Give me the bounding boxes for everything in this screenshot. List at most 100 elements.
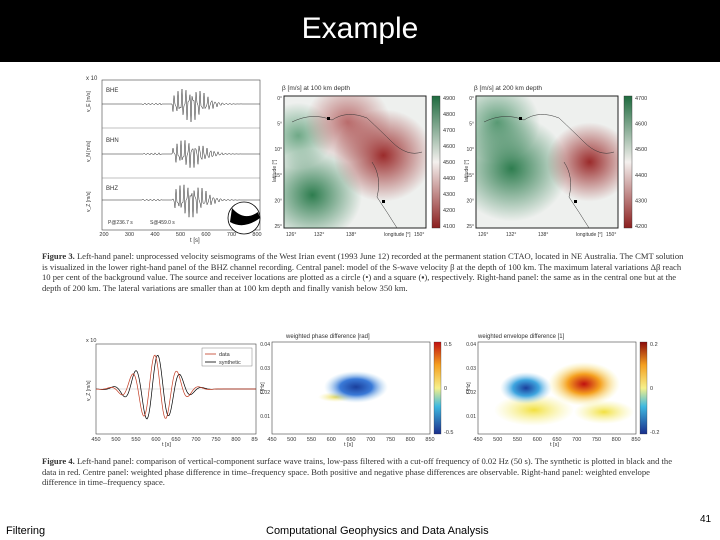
wave-xtick: 500 [111,437,120,443]
trace-xtick: 700 [227,232,236,238]
wave-ylabel: v_Z [m/s] [86,380,92,401]
env-colorbar-label: -0.2 [650,430,659,436]
map1-ytick: 10° [274,147,282,153]
map2-xtick: 150° [606,232,616,238]
map2-colorbar-label: 4500 [635,147,647,153]
env-xtick: 450 [473,437,482,443]
map2-colorbar-label: 4700 [635,96,647,102]
seismogram-traces-panel: x 10 BHE BHN BHZ v_E [m/s] v_N [m/s] v_Z… [84,72,270,244]
env-ytick: 0.02 [466,390,476,396]
map2-xtick: 138° [538,232,548,238]
phase-ytick: 0.01 [260,414,270,420]
figure3-caption-lead: Figure 3. [42,251,75,261]
map2-colorbar [623,95,633,229]
map2-colorbar-label: 4600 [635,122,647,128]
phase-difference-panel: weighted phase difference [rad] 0.5 0 -0.5… [258,330,464,448]
map1-colorbar-labels: 4900 4800 4700 4600 4500 4400 4300 4200 4100 [443,96,455,230]
phase-xlabel: t [s] [344,442,353,448]
env-ytick: 0.03 [466,366,476,372]
map2-colorbar-label: 4400 [635,173,647,179]
map2-ytick: 0° [469,96,474,102]
trace-xtick: 500 [176,232,185,238]
map1-colorbar-label: 4800 [443,112,455,118]
trace-xticks: 200 300 400 500 600 700 800 [99,232,261,238]
wave-xtick: 550 [131,437,140,443]
map1-ytick: 15° [274,173,282,179]
envelope-xticks: 450 500 550 600 650 700 750 800 850 [473,437,640,443]
trace-label-bhz: BHZ [106,186,118,192]
phase-xtick: 550 [307,437,316,443]
phase-colorbar-label: 0.5 [444,342,452,348]
trace-label-bhn: BHN [106,138,119,144]
map2-xtick: 126° [478,232,488,238]
figure3-caption-text: Left-hand panel: unprocessed velocity se… [42,251,684,293]
phase-title: weighted phase difference [rad] [285,334,370,340]
phase-xtick: 850 [425,437,434,443]
env-xtick: 650 [552,437,561,443]
phase-colorbar-label: -0.5 [444,430,453,436]
map2-ytick: 5° [469,122,474,128]
figure3-caption: Figure 3. Left-hand panel: unprocessed v… [42,251,684,293]
wave-xlabel: t [s] [162,442,171,448]
s-arrival-label: S@459.0 s [150,220,175,226]
wave-xtick: 850 [251,437,258,443]
trace-bhz [102,184,260,218]
p-arrival-label: P@236.7 s [108,220,133,226]
phase-xtick: 600 [327,437,336,443]
title-bar: Example [0,0,720,62]
phase-colorbar-label: 0 [444,386,447,392]
wave-legend [201,347,253,367]
map1-colorbar [431,95,441,229]
env-xtick: 800 [612,437,621,443]
map1-ylabel: latitude [°] [272,159,278,182]
map2-colorbar-label: 4200 [635,224,647,230]
beachball-icon [227,201,261,235]
envelope-yticks: 0.04 0.03 0.02 0.01 [466,342,476,420]
wave-exponent: x 10 [86,338,96,344]
env-xtick: 700 [572,437,581,443]
env-xtick: 850 [631,437,640,443]
map2-colorbar-label: 4300 [635,198,647,204]
trace-xlabel: t [s] [190,238,200,244]
page-number: 41 [700,514,712,525]
trace-xtick: 200 [99,232,108,238]
map1-xtick: 126° [286,232,296,238]
map1-xtick: longitude [°] [384,232,411,238]
trace-bhe [102,88,260,122]
phase-xtick: 500 [287,437,296,443]
phase-xtick: 800 [406,437,415,443]
phase-xtick: 450 [267,437,276,443]
map2-ytick: 20° [466,198,474,204]
wave-xtick: 750 [211,437,220,443]
map1-ytick: 5° [277,122,282,128]
map1-xticks: 126° 132° 138° longitude [°] 150° [286,232,424,238]
map2-colorbar-labels: 4700 4600 4500 4400 4300 4200 [635,96,647,230]
map1-colorbar-label: 4100 [443,224,455,230]
map1-colorbar-label: 4900 [443,96,455,102]
map1-xtick: 138° [346,232,356,238]
figure4-caption: Figure 4. Left-hand panel: comparison of… [42,456,684,488]
trace-xtick: 600 [201,232,210,238]
map2-ylabel: latitude [°] [464,159,470,182]
envelope-xlabel: t [s] [550,442,559,448]
envelope-colorbar-labels: 0.2 0 -0.2 [650,342,659,436]
env-xtick: 500 [493,437,502,443]
trace-ylabel-z: v_Z [m/s] [86,191,92,212]
env-colorbar-label: 0.2 [650,342,658,348]
trace-ylabel-n: v_N [m/s] [86,140,92,162]
trace-exponent: x 10 [86,76,98,82]
velocity-map-200km: β [m/s] at 200 km depth 4700 4600 4500 4400… [464,82,656,244]
trace-xtick: 400 [150,232,159,238]
phase-xtick: 750 [386,437,395,443]
footer-left: Filtering [6,525,46,537]
trace-xtick: 800 [252,232,261,238]
phase-ytick: 0.03 [260,366,270,372]
phase-xticks: 450 500 550 600 650 700 750 800 850 [267,437,434,443]
map1-ytick: 25° [274,224,282,230]
env-xtick: 750 [592,437,601,443]
map2-xtick: 132° [506,232,516,238]
envelope-title: weighted envelope difference [1] [477,334,565,340]
env-xtick: 550 [513,437,522,443]
envelope-ylabel: f [Hz] [466,382,472,394]
wave-xtick: 650 [171,437,180,443]
